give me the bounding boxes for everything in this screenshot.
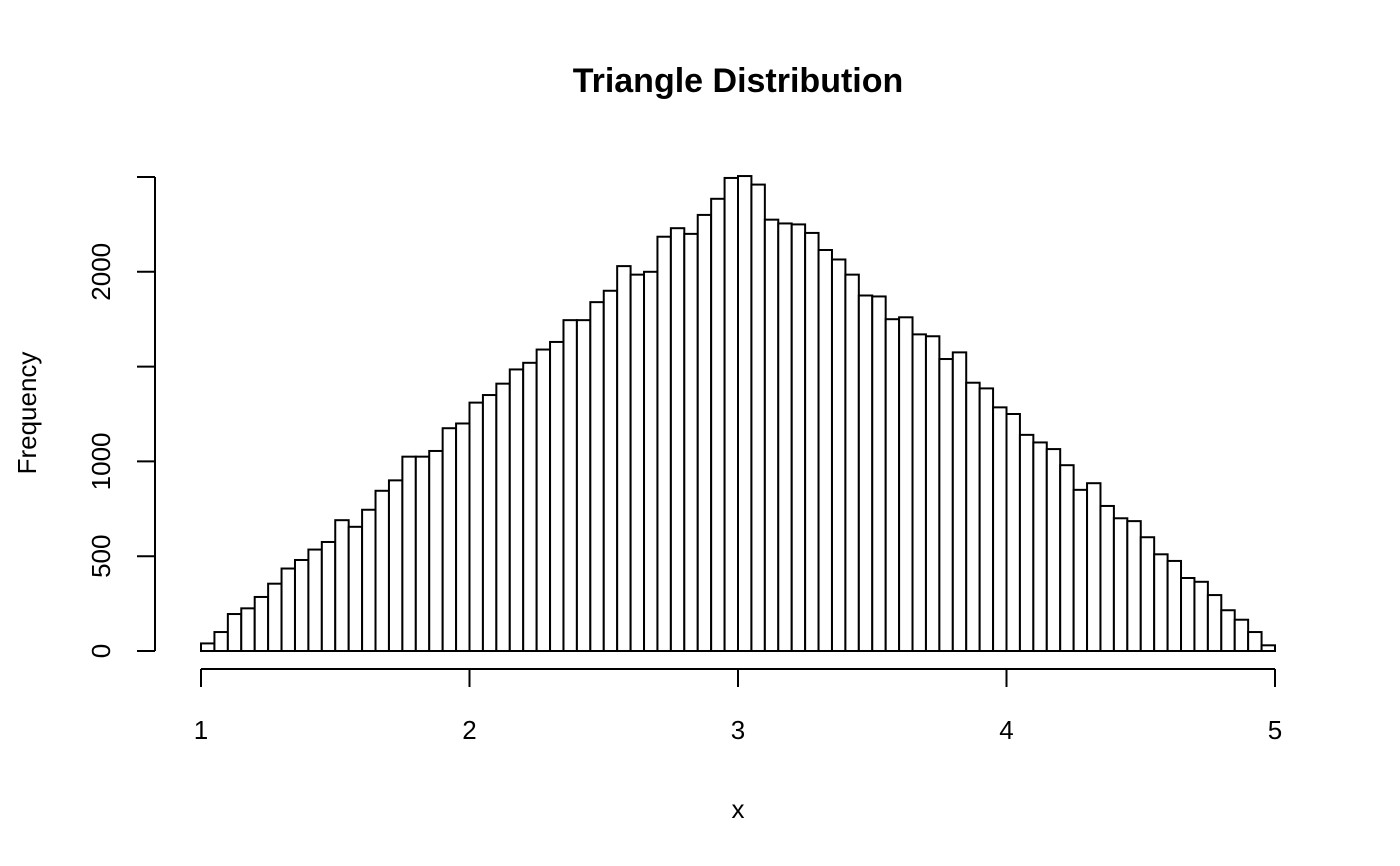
histogram-bar: [924, 335, 941, 652]
histogram-bar: [374, 489, 390, 653]
histogram-bar: [240, 607, 256, 653]
histogram-bar: [884, 318, 901, 652]
histogram-bar: [441, 427, 458, 652]
histogram-bar: [267, 582, 283, 652]
histogram-bar: [790, 223, 807, 652]
chart-title: Triangle Distribution: [573, 62, 904, 100]
histogram-bar: [401, 455, 417, 652]
histogram-bar: [777, 222, 793, 652]
histogram-bar: [1045, 448, 1062, 652]
x-axis-label: x: [732, 794, 745, 824]
histogram-bar: [1206, 594, 1223, 653]
y-tick-label: 1000: [86, 432, 116, 490]
histogram-bar: [414, 455, 431, 652]
histogram-bar: [481, 394, 498, 653]
histogram-bar: [965, 381, 981, 652]
histogram-bar: [307, 548, 323, 652]
x-tick-label: 3: [731, 715, 745, 745]
histogram-bar: [1005, 413, 1021, 652]
histogram-bar: [804, 231, 820, 652]
histogram-bar: [562, 319, 578, 652]
y-tick-label: 2000: [86, 243, 116, 301]
histogram-bar: [320, 540, 337, 652]
histogram-bar: [589, 301, 605, 652]
histogram-bar: [710, 197, 726, 653]
x-tick-label: 5: [1268, 715, 1282, 745]
histogram-bar: [696, 213, 713, 652]
histogram-bar: [1233, 618, 1250, 652]
histogram-bar: [643, 270, 659, 652]
histogram-bar: [763, 218, 780, 652]
histogram-bar: [535, 348, 552, 652]
histogram-bar: [898, 316, 914, 652]
histogram-bar: [1193, 580, 1209, 652]
histogram-bar: [830, 258, 847, 652]
histogram-bar: [495, 382, 511, 652]
histogram-bar: [293, 558, 310, 652]
histogram-bar: [1072, 488, 1089, 652]
histogram-bar: [857, 294, 874, 652]
y-axis-label: Frequency: [12, 352, 42, 475]
histogram-bar: [951, 351, 968, 652]
histogram-bar: [347, 525, 364, 652]
histogram-bar: [522, 361, 538, 652]
histogram-bar: [1086, 482, 1102, 653]
histogram-bar: [200, 642, 216, 652]
histogram-bar: [334, 519, 350, 652]
histogram-bar: [1032, 441, 1048, 652]
histogram-bar: [1220, 609, 1236, 652]
histogram-bar: [508, 368, 525, 652]
histogram-bar: [226, 613, 243, 653]
histogram-bar: [616, 265, 632, 652]
bars: [200, 175, 1276, 653]
histogram-bar: [629, 273, 646, 652]
histogram-bar: [871, 295, 887, 652]
histogram-bar: [1260, 644, 1276, 652]
histogram-bar: [723, 176, 740, 652]
histogram-bar: [1166, 559, 1183, 652]
y-tick-label: 500: [86, 535, 116, 578]
histogram-bar: [280, 567, 296, 653]
histogram-bar: [361, 508, 377, 652]
histogram-bar: [750, 183, 766, 653]
histogram-bar: [938, 358, 954, 652]
histogram-bar: [455, 422, 471, 653]
histogram-bar: [992, 406, 1008, 652]
histogram-bar: [844, 273, 860, 652]
histogram-bar: [656, 235, 672, 652]
histogram-bar: [978, 387, 995, 652]
histogram-bar: [1099, 504, 1115, 652]
x-axis: 1 2 3 4 5: [194, 668, 1282, 745]
histogram-bar: [1180, 577, 1196, 652]
histogram-bar: [549, 340, 565, 652]
histogram-bar: [602, 289, 619, 652]
histogram-bar: [575, 319, 592, 652]
histogram-bar: [253, 595, 270, 653]
histogram-bar: [387, 479, 404, 652]
histogram-bar: [428, 449, 444, 652]
histogram-bar: [1247, 631, 1263, 652]
y-tick-label: 0: [86, 644, 116, 658]
histogram-bar: [669, 227, 686, 652]
x-tick-label: 1: [194, 715, 208, 745]
histogram-bar: [1018, 433, 1035, 652]
histogram-bar: [737, 175, 753, 653]
x-tick-label: 2: [462, 715, 476, 745]
histogram-bar: [213, 631, 229, 652]
histogram-bar: [468, 401, 484, 652]
histogram-bar: [1112, 517, 1129, 653]
histogram-bar: [817, 249, 833, 652]
histogram-bar: [1126, 520, 1142, 652]
histogram-bar: [911, 333, 927, 652]
histogram-bar: [1059, 464, 1075, 652]
histogram-bar: [683, 232, 699, 652]
histogram-bar: [1153, 553, 1169, 652]
x-tick-label: 4: [999, 715, 1013, 745]
histogram-bar: [1139, 536, 1156, 652]
y-axis: 0 500 1000 2000: [86, 176, 156, 658]
